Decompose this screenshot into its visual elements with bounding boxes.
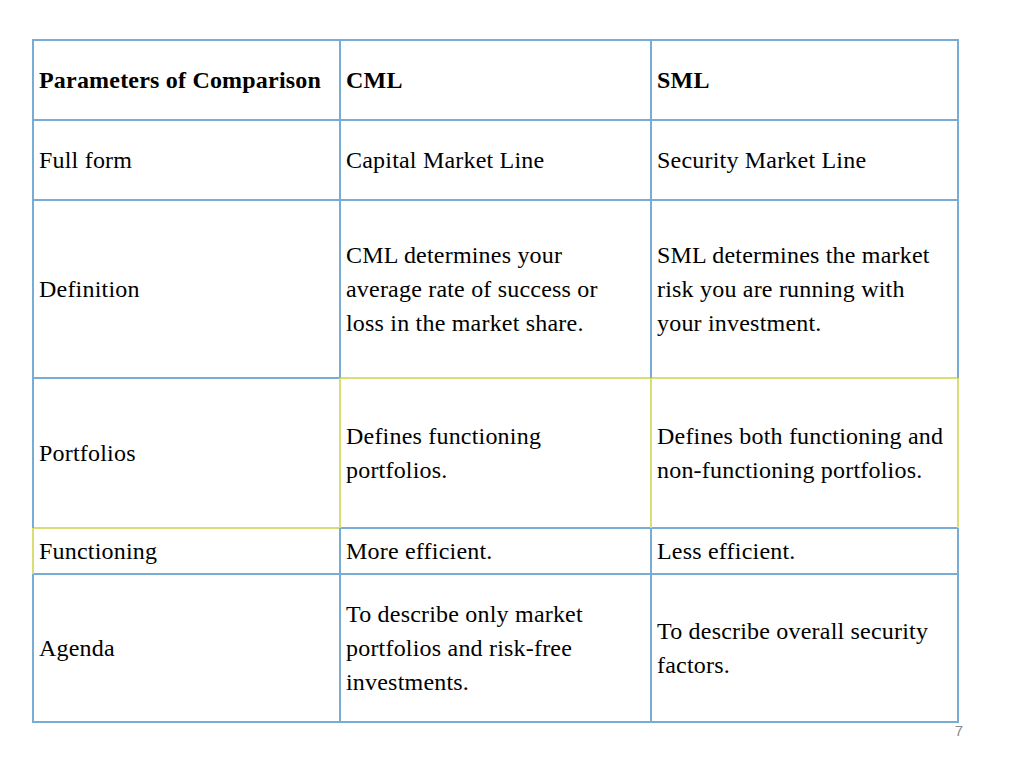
grid-line-row3-bottom-left	[33, 377, 340, 379]
grid-line-row4-bottom-left	[32, 527, 340, 529]
cell-text: Definition	[39, 272, 140, 306]
header-label: CML	[346, 63, 403, 97]
grid-line-col1-portfolios	[339, 378, 341, 528]
grid-line-right-upper	[957, 40, 959, 378]
grid-line-col2-upper	[650, 40, 652, 378]
cell-text: Security Market Line	[657, 143, 866, 177]
cell-text: Portfolios	[39, 436, 136, 470]
grid-line-right-lower	[957, 528, 959, 722]
grid-line-row1-bottom	[33, 119, 958, 121]
cell-text: Defines both functioning and non-functio…	[657, 419, 946, 487]
cell-text: Capital Market Line	[346, 143, 544, 177]
grid-line-col2-portfolios	[650, 378, 652, 528]
grid-line-row4-bottom-right	[340, 527, 958, 529]
grid-line-left-upper	[32, 40, 34, 528]
cell-text: Functioning	[39, 534, 157, 568]
grid-line-right-portfolios	[957, 378, 959, 528]
cell-full-form-sml: Security Market Line	[651, 120, 958, 200]
cell-full-form-cml: Capital Market Line	[340, 120, 651, 200]
cell-portfolios-sml: Defines both functioning and non-functio…	[651, 378, 958, 528]
cell-definition-sml: SML determines the market risk you are r…	[651, 200, 958, 378]
grid-line-top	[32, 39, 959, 41]
cell-text: Agenda	[39, 631, 115, 665]
grid-line-col1-lower	[339, 528, 341, 722]
cell-agenda-sml: To describe overall security factors.	[651, 574, 958, 722]
cell-functioning-sml: Less efficient.	[651, 528, 958, 574]
cell-definition-parameter: Definition	[33, 200, 340, 378]
cell-text: CML determines your average rate of succ…	[346, 238, 639, 340]
grid-line-row5-bottom	[32, 573, 959, 575]
header-sml: SML	[651, 40, 958, 120]
cell-portfolios-cml: Defines functioning portfolios.	[340, 378, 651, 528]
cell-text: More efficient.	[346, 534, 493, 568]
cell-portfolios-parameter: Portfolios	[33, 378, 340, 528]
header-label: SML	[657, 63, 710, 97]
grid-line-col2-lower	[650, 528, 652, 722]
page-number: 7	[944, 722, 974, 739]
header-cml: CML	[340, 40, 651, 120]
grid-line-row2-bottom	[33, 199, 958, 201]
grid-line-col1-upper	[339, 40, 341, 378]
grid-line-left-functioning	[32, 528, 34, 574]
cell-text: SML determines the market risk you are r…	[657, 238, 946, 340]
header-parameters-of-comparison: Parameters of Comparison	[33, 40, 340, 120]
cell-agenda-parameter: Agenda	[33, 574, 340, 722]
header-label: Parameters of Comparison	[39, 63, 321, 97]
cell-text: Full form	[39, 143, 132, 177]
cell-text: Defines functioning portfolios.	[346, 419, 639, 487]
cell-functioning-cml: More efficient.	[340, 528, 651, 574]
cell-full-form-parameter: Full form	[33, 120, 340, 200]
cell-functioning-parameter: Functioning	[33, 528, 340, 574]
grid-line-left-lower	[32, 574, 34, 722]
cell-definition-cml: CML determines your average rate of succ…	[340, 200, 651, 378]
grid-line-table-bottom	[32, 721, 959, 723]
comparison-table: Parameters of Comparison CML SML Full fo…	[33, 40, 958, 722]
cell-agenda-cml: To describe only market portfolios and r…	[340, 574, 651, 722]
cell-text: To describe only market portfolios and r…	[346, 597, 639, 699]
cell-text: To describe overall security factors.	[657, 614, 946, 682]
slide-background: Parameters of Comparison CML SML Full fo…	[0, 0, 1024, 768]
cell-text: Less efficient.	[657, 534, 796, 568]
